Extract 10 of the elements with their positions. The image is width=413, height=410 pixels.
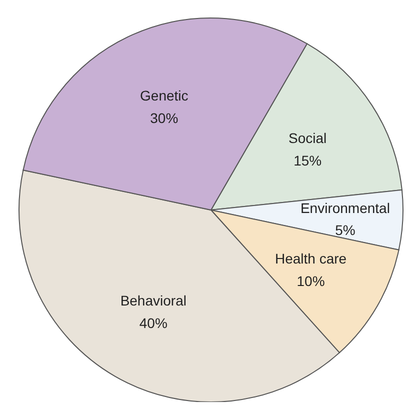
data-label: 30% — [150, 110, 178, 126]
slice-label: Health care — [274, 250, 347, 266]
slice-label: Social — [288, 130, 327, 146]
data-label: 5% — [335, 222, 356, 238]
slice-label: Environmental — [300, 200, 390, 216]
data-label: 40% — [139, 314, 168, 331]
data-label: 15% — [294, 152, 322, 168]
slice-label: Genetic — [140, 88, 188, 104]
slice-label: Behavioral — [120, 292, 186, 309]
data-label: 10% — [296, 272, 325, 289]
